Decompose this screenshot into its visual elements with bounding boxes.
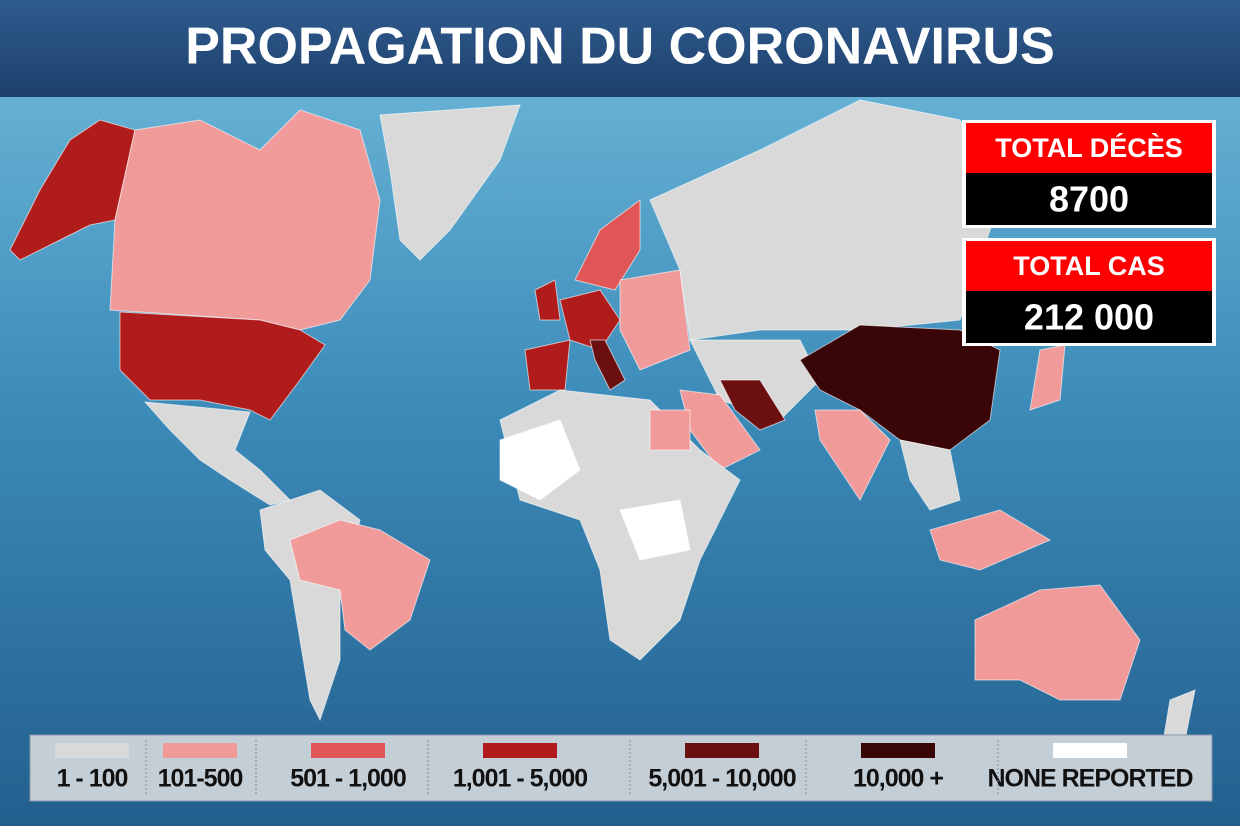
legend-label: 1,001 - 5,000 bbox=[453, 765, 587, 793]
world-map bbox=[9, 99, 1196, 762]
stat-label-box bbox=[966, 241, 1212, 291]
stat-label: TOTAL CAS bbox=[1013, 251, 1165, 281]
country bbox=[649, 409, 691, 451]
country bbox=[534, 279, 561, 321]
legend-swatch bbox=[163, 743, 237, 758]
country bbox=[799, 324, 1001, 451]
legend-label: 5,001 - 10,000 bbox=[648, 765, 795, 793]
header-bar bbox=[0, 0, 1240, 97]
stat-value-box bbox=[966, 291, 1212, 343]
legend-label: 1 - 100 bbox=[57, 765, 128, 793]
stats-panel: TOTAL DÉCÈS 8700 TOTAL CAS 212 000 bbox=[962, 120, 1216, 346]
stat-label-box bbox=[966, 123, 1212, 173]
legend-swatch bbox=[1053, 743, 1127, 758]
legend-swatch bbox=[483, 743, 557, 758]
country bbox=[649, 99, 1001, 341]
country bbox=[619, 499, 691, 561]
legend-label: 10,000 + bbox=[853, 765, 943, 793]
stat-label: TOTAL DÉCÈS bbox=[995, 132, 1183, 163]
country bbox=[619, 269, 691, 371]
stat-value-box bbox=[966, 173, 1212, 225]
stat-value: 8700 bbox=[1049, 179, 1129, 220]
country bbox=[574, 199, 641, 291]
legend-label: 101-500 bbox=[158, 765, 243, 793]
country bbox=[589, 339, 626, 391]
legend: 1 - 100 101-500 501 - 1,000 1,001 - 5,000 5,… bbox=[55, 740, 1194, 796]
legend-swatch bbox=[311, 743, 385, 758]
country bbox=[379, 104, 521, 261]
title: PROPAGATION DU CORONAVIRUS bbox=[185, 18, 1055, 76]
country bbox=[719, 379, 786, 431]
country bbox=[109, 109, 381, 331]
country bbox=[1029, 344, 1066, 411]
country bbox=[974, 584, 1141, 701]
country bbox=[524, 339, 571, 391]
legend-swatch bbox=[55, 743, 129, 758]
country bbox=[289, 519, 431, 651]
legend-swatch bbox=[861, 743, 935, 758]
country bbox=[499, 419, 581, 501]
country bbox=[143, 401, 291, 506]
country bbox=[929, 509, 1052, 571]
legend-swatch bbox=[685, 743, 759, 758]
country bbox=[814, 409, 891, 501]
legend-label: NONE REPORTED bbox=[987, 765, 1192, 793]
country bbox=[899, 439, 961, 511]
country bbox=[119, 311, 326, 421]
country bbox=[559, 289, 621, 351]
legend-label: 501 - 1,000 bbox=[290, 765, 406, 793]
stat-value: 212 000 bbox=[1024, 297, 1154, 338]
